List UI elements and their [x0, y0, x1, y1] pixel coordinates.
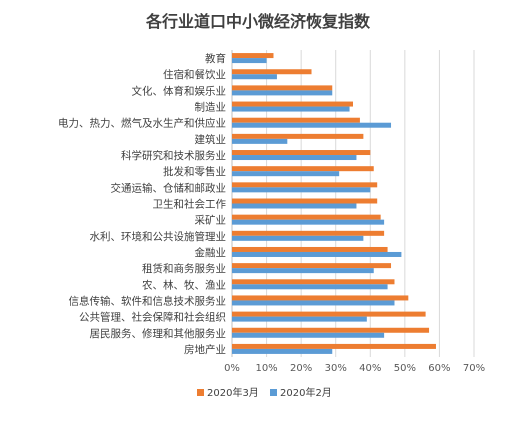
category-label: 批发和零售业 — [163, 165, 226, 178]
x-tick-label: 50% — [394, 363, 416, 374]
bars-layer — [232, 53, 436, 354]
category-label: 电力、热力、燃气及水生产和供应业 — [58, 117, 226, 130]
bar-february — [232, 122, 392, 128]
bar-march — [232, 53, 274, 59]
x-tick-label: 30% — [325, 363, 347, 374]
category-label: 租赁和商务服务业 — [142, 262, 226, 275]
bar-february — [232, 203, 357, 209]
category-label: 交通运输、仓储和邮政业 — [111, 181, 227, 194]
bar-february — [232, 235, 364, 241]
category-label: 信息传输、软件和信息技术服务业 — [69, 294, 227, 307]
bar-march — [232, 117, 360, 123]
category-label: 农、林、牧、渔业 — [142, 278, 226, 291]
bar-march — [232, 133, 364, 139]
bar-february — [232, 300, 395, 306]
bar-march — [232, 85, 333, 91]
category-label: 水利、环境和公共设施管理业 — [90, 230, 227, 243]
x-tick-label: 10% — [255, 363, 277, 374]
bar-march — [232, 279, 395, 285]
x-tick-label: 20% — [290, 363, 312, 374]
legend-swatch — [270, 389, 277, 396]
category-label: 金融业 — [195, 246, 227, 259]
bar-march — [232, 214, 381, 220]
bar-february — [232, 171, 340, 177]
legend: 2020年3月 2020年2月 — [197, 386, 332, 399]
bar-march — [232, 343, 436, 349]
bar-february — [232, 348, 333, 354]
x-tick-label: 0% — [224, 363, 240, 374]
x-tick-label: 70% — [463, 363, 485, 374]
labels-layer: 教育住宿和餐饮业文化、体育和娱乐业制造业电力、热力、燃气及水生产和供应业建筑业科… — [58, 52, 226, 356]
legend-label: 2020年2月 — [280, 386, 332, 399]
bar-march — [232, 263, 392, 269]
category-label: 制造业 — [195, 101, 227, 114]
bar-march — [232, 166, 374, 172]
category-label: 文化、体育和娱乐业 — [132, 84, 227, 97]
bar-february — [232, 74, 277, 80]
legend-label: 2020年3月 — [207, 386, 259, 399]
category-label: 居民服务、修理和其他服务业 — [90, 327, 227, 340]
bar-february — [232, 251, 402, 257]
bar-march — [232, 230, 385, 236]
category-label: 教育 — [205, 52, 226, 65]
category-label: 房地产业 — [184, 343, 226, 356]
bar-february — [232, 316, 367, 322]
category-label: 采矿业 — [195, 214, 227, 227]
bar-march — [232, 327, 430, 333]
category-label: 住宿和餐饮业 — [163, 68, 226, 81]
bar-february — [232, 138, 288, 144]
bar-february — [232, 219, 385, 225]
bar-march — [232, 198, 378, 204]
bar-february — [232, 58, 267, 64]
category-label: 公共管理、社会保障和社会组织 — [79, 311, 226, 324]
legend-swatch — [197, 389, 204, 396]
chart-title: 各行业道口中小微经济恢复指数 — [145, 12, 371, 31]
category-label: 卫生和社会工作 — [153, 198, 227, 211]
bar-march — [232, 246, 388, 252]
category-label: 科学研究和技术服务业 — [121, 149, 226, 162]
bar-february — [232, 187, 371, 193]
bar-march — [232, 150, 371, 156]
bar-march — [232, 69, 312, 75]
bar-february — [232, 284, 388, 290]
bar-march — [232, 295, 409, 301]
x-tick-label: 40% — [359, 363, 381, 374]
ticks-layer: 0% 10% 20% 30% 40% 50% 60% 70% — [224, 363, 485, 374]
bar-february — [232, 106, 350, 112]
bar-february — [232, 155, 357, 161]
bar-february — [232, 332, 385, 338]
bar-march — [232, 311, 426, 317]
bar-february — [232, 90, 333, 96]
x-tick-label: 60% — [428, 363, 450, 374]
bar-march — [232, 101, 353, 107]
bar-february — [232, 268, 374, 274]
category-label: 建筑业 — [195, 133, 227, 146]
bar-march — [232, 182, 378, 188]
